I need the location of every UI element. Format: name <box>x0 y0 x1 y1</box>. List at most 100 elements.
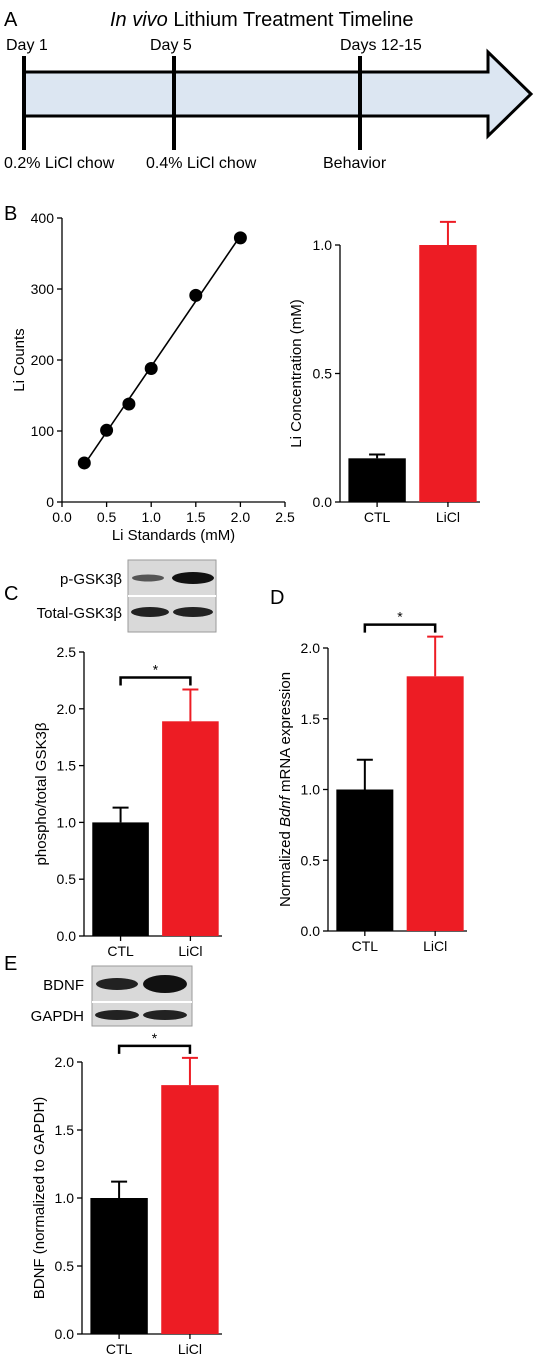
x-tick-label: CTL <box>106 1341 133 1357</box>
y-axis-label: BDNF (normalized to GAPDH) <box>31 1097 48 1300</box>
y-tick-label: 400 <box>31 210 55 226</box>
y-tick-label: 200 <box>31 352 55 368</box>
data-point <box>122 397 136 411</box>
y-tick-label: 2.5 <box>57 644 77 660</box>
panel-letter-a: A <box>4 9 18 31</box>
y-tick-label: 1.0 <box>313 237 333 253</box>
timeline-arrow <box>22 48 534 140</box>
bar-licl <box>406 676 464 931</box>
y-tick-label: 2.0 <box>57 701 77 717</box>
y-tick-label: 300 <box>31 281 55 297</box>
chart-serum-lithium: 0.0 0.5 1.0 Li Concentration (mM) CTL LiCl <box>288 220 480 525</box>
significance-bracket <box>363 623 437 633</box>
blot-e-label-gapdh: GAPDH <box>31 1008 84 1025</box>
blot-e-band-licl-bdnf <box>143 975 187 993</box>
y-tick-label: 0.0 <box>55 1326 75 1342</box>
timeline-label-day-1: Day 1 <box>6 37 48 54</box>
chart-phospho-gsk3b: 0.0 0.5 1.0 1.5 2.0 2.5 phospho/total GSK3β CTL… <box>33 644 222 959</box>
blot-c-band-ctl-total <box>131 607 169 617</box>
blot-c-label-p-gsk3b: p-GSK3β <box>60 571 122 588</box>
timeline-label-low-dose: 0.2% LiCl chow <box>4 155 115 172</box>
y-axis-label: Normalized Bdnf mRNA expression <box>277 672 294 907</box>
y-tick-label: 0.0 <box>57 928 77 944</box>
bar-ctl <box>348 458 406 502</box>
x-tick-label: 1.5 <box>186 509 206 525</box>
bar-ctl <box>92 822 149 936</box>
blot-e-band-ctl-gapdh <box>95 1010 139 1020</box>
blot-c-label-total-gsk3b: Total-GSK3β <box>37 605 123 622</box>
panel-letter-d: D <box>270 587 284 609</box>
timeline-label-day-5: Day 5 <box>150 37 192 54</box>
blot-e: BDNF GAPDH <box>31 965 193 1027</box>
x-tick-label: CTL <box>352 938 379 954</box>
data-point <box>233 231 247 245</box>
y-tick-label: 0.0 <box>301 923 321 939</box>
timeline-label-high-dose: 0.4% LiCl chow <box>146 155 257 172</box>
timeline-label-behavior: Behavior <box>323 155 387 172</box>
timeline-title: In vivo Lithium Treatment Timeline <box>110 9 413 31</box>
blot-e-label-bdnf: BDNF <box>43 977 84 994</box>
significance-bracket <box>119 676 192 686</box>
y-axis-label-part: mRNA expression <box>277 672 294 796</box>
y-tick-label: 0 <box>46 494 54 510</box>
y-tick-label: 0.5 <box>55 1258 75 1274</box>
timeline-panel: In vivo Lithium Treatment Timeline Day 1… <box>4 9 534 172</box>
y-tick-label: 0.5 <box>57 871 77 887</box>
bar-licl <box>161 1085 219 1334</box>
y-axis-label: phospho/total GSK3β <box>33 722 50 865</box>
y-axis-label: Li Counts <box>11 328 28 391</box>
chart-bdnf-protein: 0.0 0.5 1.0 1.5 2.0 BDNF (normalized to GAPDH… <box>31 1030 222 1357</box>
y-tick-label: 100 <box>31 423 55 439</box>
significance-asterisk: * <box>397 609 403 625</box>
y-tick-label: 1.5 <box>57 758 77 774</box>
y-tick-label: 1.0 <box>301 782 321 798</box>
significance-asterisk: * <box>153 661 159 677</box>
significance-bracket <box>117 1044 192 1054</box>
x-tick-label: LiCl <box>436 509 460 525</box>
blot-c-band-ctl-p <box>132 574 164 582</box>
x-tick-label: LiCl <box>423 938 447 954</box>
significance-asterisk: * <box>152 1030 158 1046</box>
panel-letter-c: C <box>4 583 18 605</box>
y-tick-label: 0.5 <box>301 852 321 868</box>
x-tick-label: LiCl <box>178 943 202 959</box>
x-tick-label: LiCl <box>178 1341 202 1357</box>
panel-letter-b: B <box>4 203 17 225</box>
bar-ctl <box>336 789 394 931</box>
x-axis-label: Li Standards (mM) <box>112 527 235 544</box>
panel-letter-e: E <box>4 953 17 975</box>
y-tick-label: 2.0 <box>301 640 321 656</box>
blot-e-band-ctl-bdnf <box>96 978 138 990</box>
x-tick-label: 0.5 <box>97 509 117 525</box>
data-point <box>144 362 158 376</box>
timeline-title-rest: Lithium Treatment Timeline <box>168 9 414 31</box>
blot-c-band-licl-total <box>173 607 213 617</box>
x-tick-label: CTL <box>107 943 134 959</box>
x-tick-label: CTL <box>364 509 391 525</box>
timeline-label-days-12-15: Days 12-15 <box>340 37 422 54</box>
blot-e-band-licl-gapdh <box>143 1010 187 1020</box>
x-tick-label: 2.5 <box>275 509 295 525</box>
x-tick-label: 2.0 <box>231 509 251 525</box>
x-tick-label: 0.0 <box>52 509 72 525</box>
y-axis-label-part: Normalized <box>277 827 294 907</box>
data-point <box>189 288 203 302</box>
chart-lithium-standard-curve: 0 100 200 300 400 Li Counts 0.0 0.5 1.0 1.5 2.0 2.5… <box>11 210 295 544</box>
data-point <box>77 456 91 470</box>
y-tick-label: 1.0 <box>55 1190 75 1206</box>
bar-licl <box>419 245 477 502</box>
y-axis-label-part: Bdnf <box>277 794 294 827</box>
timeline-title-italic: In vivo <box>110 9 168 31</box>
y-tick-label: 0.0 <box>313 494 333 510</box>
data-point <box>100 423 114 437</box>
y-tick-label: 1.5 <box>55 1122 75 1138</box>
y-tick-label: 2.0 <box>55 1054 75 1070</box>
x-tick-label: 1.0 <box>141 509 161 525</box>
blot-c-band-licl-p <box>172 572 214 584</box>
y-tick-label: 0.5 <box>313 366 333 382</box>
y-axis-label: Li Concentration (mM) <box>288 299 305 447</box>
y-tick-label: 1.5 <box>301 711 321 727</box>
blot-c: p-GSK3β Total-GSK3β <box>37 559 217 633</box>
chart-bdnf-mrna: 0.0 0.5 1.0 1.5 2.0 Normalized Bdnf mRNA expr… <box>277 609 467 954</box>
